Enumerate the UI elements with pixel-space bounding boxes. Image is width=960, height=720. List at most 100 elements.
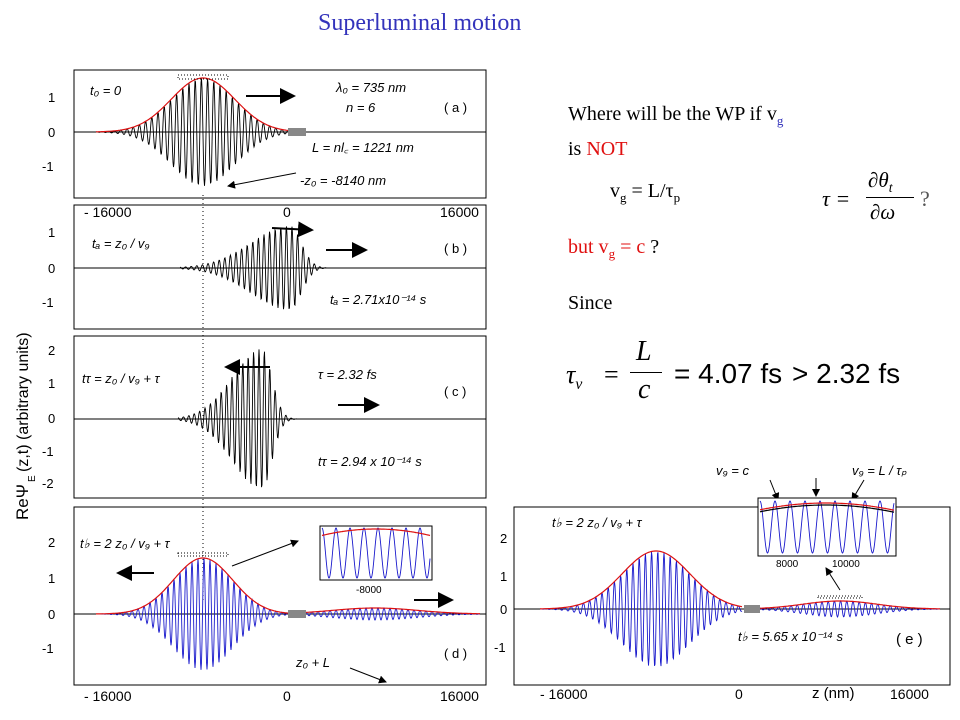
panel-d-annotations: t♭ = 2 z₀ / v₉ + τ ( d ) z₀ + L [80,536,467,670]
panel-d-inset-envelope [321,528,431,537]
panel-d-tb-eq: t♭ = 2 z₀ / v₉ + τ [80,536,171,551]
panel-a-z0: -z₀ = -8140 nm [300,173,386,188]
question-line2: is [568,138,587,160]
panel-c-tt-eq: tτ = z₀ / v₉ + τ [82,371,161,386]
panel-c-tag: ( c ) [444,384,466,399]
panel-a-annotations: t₀ = 0 λ₀ = 735 nm n = 6 ( a ) L = nl꜀ =… [90,80,467,188]
panel-b-yticks: 1 0 -1 [42,225,55,310]
panel-e-slab [744,605,760,613]
panel-c-frame [73,335,487,499]
panel-d-z0L: z₀ + L [295,655,330,670]
panel-a-n: n = 6 [346,100,376,115]
panel-c-tau-val: τ = 2.32 fs [318,367,377,382]
panel-a-ytick-m1: -1 [42,159,54,174]
panel-e-inset-tick-10000: 10000 [832,559,860,570]
panel-a-frame [73,69,487,199]
pointer-d-z0L [349,667,387,684]
panel-b-ta-val: tₐ = 2.71x10⁻¹⁴ s [330,292,427,307]
panel-c-ytick-m2: -2 [42,476,54,491]
pointer-a-z0 [227,172,297,189]
panel-e-ytick-1: 1 [500,569,507,584]
panel-e-vg-L: v₉ = L / τₚ [852,463,907,478]
panel-d-inset-tick: -8000 [356,585,382,596]
panel-d-ytick-m1: -1 [42,641,54,656]
vg-v: v [610,180,620,202]
panel-d-wave [96,557,291,670]
panel-b-frame [73,204,487,330]
panel-a-tag: ( a ) [444,100,467,115]
panel-b-tag: ( b ) [444,241,467,256]
panel-e-xtick-0: 0 [735,686,743,702]
question-not: NOT [586,138,628,160]
panel-e-wave-small [759,600,940,619]
panel-b-ytick-m1: -1 [42,295,54,310]
tau-def-num-sub: t [888,180,893,196]
tau-v-equation: τv = L c = 4.07 fs > 2.32 fs [566,336,926,408]
panel-d-wave-small [305,607,480,621]
panel-b-xtick-neg: - 16000 [84,204,132,220]
panel-a-wave [96,78,289,186]
y-axis-label-sub: E [27,475,38,482]
panel-c-ytick-2: 2 [48,343,55,358]
panel-e-xtick-neg: - 16000 [540,686,588,702]
panel-d-xtick-neg: - 16000 [84,688,132,704]
tau-def-lhs: τ = [822,186,851,211]
panel-d-slab [288,610,306,618]
panel-e-ytick-2: 2 [500,531,507,546]
panel-a-slab [288,128,306,136]
panel-e-vg-c: v₉ = c [716,463,749,478]
motion-arrows [116,88,454,608]
panel-c-tt-val: tτ = 2.94 x 10⁻¹⁴ s [318,454,422,469]
panel-e-peak-box [817,595,863,599]
panel-d-ytick-1: 1 [48,571,55,586]
panel-a-ytick-0: 0 [48,125,55,140]
panel-c-yticks: 2 1 0 -1 -2 [42,343,55,491]
x-axis-label: z (nm) [812,685,855,702]
panel-e-envelope-small [760,600,940,610]
pointer-arrows [227,172,865,684]
y-axis-label-main: ReΨ [13,484,32,520]
question-sub: g [776,113,784,128]
panel-b-ytick-1: 1 [48,225,55,240]
panel-d-xtick-pos: 16000 [440,688,479,704]
panel-b-annotations: tₐ = z₀ / v₉ ( b ) tₐ = 2.71x10⁻¹⁴ s [92,236,467,307]
panel-b-xticks: - 16000 0 16000 [84,204,479,220]
panel-d-ytick-0: 0 [48,607,55,622]
panel-e-inset-envelope-black [759,504,895,513]
vg-rhs: = L/τ [626,180,674,202]
tau-v-compare: > 2.32 fs [792,358,901,389]
tau-def-num: ∂θt [868,168,893,196]
panel-e-yticks: 2 1 0 -1 [494,531,507,655]
panel-d-tag: ( d ) [444,646,467,661]
panel-b-wave [179,226,380,310]
tau-definition: τ = ∂θt ∂ω ? [822,168,942,230]
pointer-e-vgL [851,479,865,501]
panel-e-inset-envelope-red [759,502,895,511]
panel-e-tb-eq: t♭ = 2 z₀ / v₉ + τ [552,515,643,530]
since-text: Since [568,292,613,314]
tau-v-den: c [638,374,651,405]
panel-e-envelope-top [540,550,743,610]
but-eq: = c [615,236,646,258]
panel-e-annotations: t♭ = 2 z₀ / v₉ + τ t♭ = 5.65 x 10⁻¹⁴ s (… [552,463,923,648]
tau-def-den: ∂ω [870,200,896,224]
panel-c-ytick-0: 0 [48,411,55,426]
y-axis-label: ReΨ E (z,t) (arbitrary units) [13,332,38,520]
panel-d-xtick-0: 0 [283,688,291,704]
panel-d-peak-box [177,552,229,557]
question-line1: Where will be the WP if v [568,103,777,125]
panel-e-tag: ( e ) [896,631,923,648]
panel-a-envelope-top [96,77,289,133]
panel-d-ytick-2: 2 [48,535,55,550]
tau-v-value: = 4.07 fs [674,358,783,389]
tau-def-fraction-bar [866,197,914,198]
panel-b-ytick-0: 0 [48,261,55,276]
tau-v-eq: = [604,360,619,389]
wave-curves [96,77,940,670]
panel-a-lambda: λ₀ = 735 nm [335,80,406,95]
panel-c-ytick-1: 1 [48,376,55,391]
vg-equation: vg = L/τp [610,180,680,206]
slide-title: Superluminal motion [318,10,522,36]
panel-e-ytick-m1: -1 [494,640,506,655]
